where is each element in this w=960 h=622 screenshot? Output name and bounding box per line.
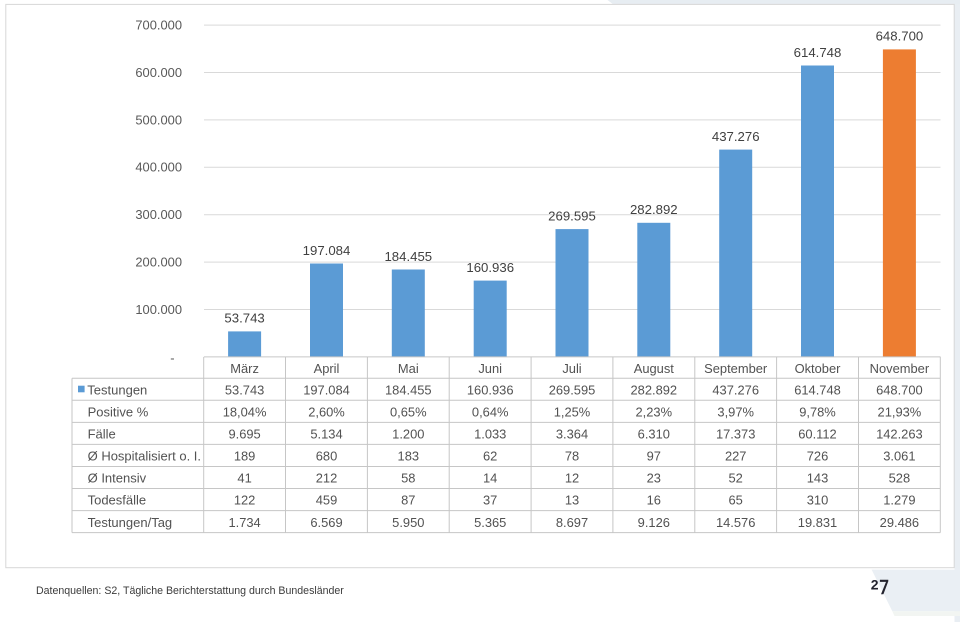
svg-text:Testungen: Testungen	[87, 383, 147, 398]
svg-text:2: 2	[871, 577, 879, 593]
svg-text:1.734: 1.734	[228, 515, 260, 530]
svg-text:-: -	[170, 351, 174, 366]
svg-text:184.455: 184.455	[384, 249, 432, 264]
svg-text:52: 52	[729, 471, 743, 486]
svg-text:58: 58	[401, 471, 415, 486]
svg-text:87: 87	[401, 493, 415, 508]
svg-text:1.279: 1.279	[883, 493, 915, 508]
svg-text:5.365: 5.365	[474, 515, 506, 530]
svg-text:August: August	[634, 361, 675, 376]
svg-text:1,25%: 1,25%	[554, 405, 591, 420]
svg-text:Datenquellen: S2, Tägliche Ber: Datenquellen: S2, Tägliche Berichterstat…	[36, 585, 344, 597]
svg-text:437.276: 437.276	[712, 383, 759, 398]
svg-text:Testungen/Tag: Testungen/Tag	[88, 515, 173, 530]
svg-text:459: 459	[316, 493, 338, 508]
svg-text:300.000: 300.000	[135, 207, 182, 222]
svg-text:78: 78	[565, 449, 579, 464]
svg-text:14.576: 14.576	[716, 515, 755, 530]
svg-text:April: April	[314, 361, 340, 376]
svg-text:23: 23	[647, 471, 661, 486]
svg-text:2,23%: 2,23%	[636, 405, 673, 420]
svg-text:5.950: 5.950	[392, 515, 424, 530]
svg-text:648.700: 648.700	[876, 383, 923, 398]
svg-text:143: 143	[807, 471, 829, 486]
svg-text:227: 227	[725, 449, 747, 464]
svg-text:614.748: 614.748	[794, 383, 841, 398]
svg-text:Ø Intensiv: Ø Intensiv	[88, 471, 147, 486]
svg-text:Fälle: Fälle	[88, 427, 116, 442]
svg-text:726: 726	[807, 449, 829, 464]
svg-text:Oktober: Oktober	[795, 361, 842, 376]
svg-text:62: 62	[483, 449, 497, 464]
svg-text:0,65%: 0,65%	[390, 405, 427, 420]
svg-text:65: 65	[729, 493, 743, 508]
svg-text:9.126: 9.126	[638, 515, 670, 530]
svg-text:37: 37	[483, 493, 497, 508]
svg-text:9.695: 9.695	[228, 427, 260, 442]
svg-text:März: März	[230, 361, 259, 376]
svg-text:November: November	[870, 361, 930, 376]
svg-text:3.061: 3.061	[883, 449, 915, 464]
svg-text:212: 212	[316, 471, 338, 486]
svg-text:183: 183	[398, 449, 420, 464]
svg-text:614.748: 614.748	[794, 45, 842, 60]
svg-text:Juni: Juni	[478, 361, 502, 376]
svg-text:29.486: 29.486	[880, 515, 919, 530]
svg-text:Juli: Juli	[562, 361, 581, 376]
svg-text:0,64%: 0,64%	[472, 405, 509, 420]
svg-text:160.936: 160.936	[467, 383, 514, 398]
svg-text:6.310: 6.310	[638, 427, 670, 442]
svg-text:648.700: 648.700	[876, 29, 924, 44]
svg-text:14: 14	[483, 471, 497, 486]
svg-text:18,04%: 18,04%	[223, 405, 267, 420]
svg-text:600.000: 600.000	[135, 65, 182, 80]
svg-text:60.112: 60.112	[798, 427, 836, 442]
svg-text:282.892: 282.892	[630, 383, 677, 398]
svg-text:3,97%: 3,97%	[717, 405, 754, 420]
svg-text:13: 13	[565, 493, 579, 508]
svg-text:Positive %: Positive %	[88, 405, 149, 420]
svg-text:Mai: Mai	[398, 361, 419, 376]
svg-text:12: 12	[565, 471, 579, 486]
svg-text:5.134: 5.134	[310, 427, 342, 442]
svg-text:400.000: 400.000	[135, 160, 182, 175]
svg-text:700.000: 700.000	[135, 18, 182, 33]
svg-text:269.595: 269.595	[548, 208, 596, 223]
svg-text:1.200: 1.200	[392, 427, 424, 442]
svg-text:100.000: 100.000	[135, 302, 182, 317]
svg-text:437.276: 437.276	[712, 129, 760, 144]
svg-text:528: 528	[889, 471, 911, 486]
svg-text:53.743: 53.743	[225, 383, 264, 398]
svg-text:200.000: 200.000	[135, 255, 182, 270]
svg-text:9,78%: 9,78%	[799, 405, 836, 420]
svg-text:189: 189	[234, 449, 256, 464]
svg-text:17.373: 17.373	[716, 427, 755, 442]
svg-text:122: 122	[234, 493, 256, 508]
svg-text:160.936: 160.936	[466, 260, 514, 275]
svg-text:2,60%: 2,60%	[308, 405, 345, 420]
svg-text:184.455: 184.455	[385, 383, 432, 398]
svg-text:282.892: 282.892	[630, 202, 678, 217]
svg-text:269.595: 269.595	[549, 383, 596, 398]
svg-text:Todesfälle: Todesfälle	[88, 493, 147, 508]
svg-text:Ø Hospitalisiert o. I.: Ø Hospitalisiert o. I.	[88, 449, 201, 464]
svg-text:197.084: 197.084	[303, 383, 350, 398]
svg-text:8.697: 8.697	[556, 515, 588, 530]
svg-text:142.263: 142.263	[876, 427, 923, 442]
svg-text:97: 97	[647, 449, 661, 464]
svg-text:41: 41	[237, 471, 251, 486]
svg-text:500.000: 500.000	[135, 112, 182, 127]
svg-text:16: 16	[647, 493, 661, 508]
svg-text:19.831: 19.831	[798, 515, 837, 530]
svg-text:197.084: 197.084	[303, 243, 351, 258]
svg-text:1.033: 1.033	[474, 427, 506, 442]
svg-text:21,93%: 21,93%	[878, 405, 922, 420]
svg-text:680: 680	[316, 449, 338, 464]
svg-text:53.743: 53.743	[224, 311, 264, 326]
svg-text:September: September	[704, 361, 768, 376]
svg-text:6.569: 6.569	[310, 515, 342, 530]
svg-text:3.364: 3.364	[556, 427, 588, 442]
svg-text:310: 310	[807, 493, 829, 508]
